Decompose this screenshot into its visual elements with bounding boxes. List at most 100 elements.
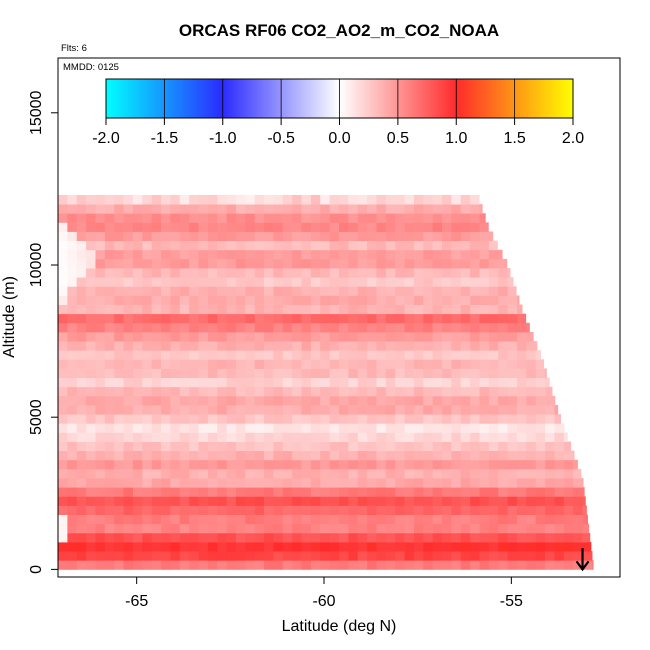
heatmap-cell — [161, 341, 171, 351]
heatmap-cell — [413, 304, 424, 315]
heatmap-cell — [151, 295, 162, 305]
heatmap-cell — [516, 514, 527, 525]
heatmap-cell — [226, 551, 237, 561]
heatmap-cell — [207, 395, 218, 406]
heatmap-cell — [339, 377, 349, 388]
heatmap-cell — [170, 459, 181, 470]
heatmap-cell — [376, 240, 387, 251]
heatmap-cell — [348, 395, 359, 406]
heatmap-cell — [179, 231, 190, 242]
heatmap-cell — [376, 551, 387, 561]
heatmap-cell — [320, 204, 331, 214]
heatmap-cell — [460, 405, 471, 415]
heatmap-cell — [142, 496, 153, 506]
heatmap-cell — [104, 377, 115, 388]
heatmap-cell — [376, 295, 387, 305]
heatmap-cell — [226, 322, 237, 333]
heatmap-cell — [114, 423, 124, 433]
heatmap-cell — [198, 322, 209, 333]
heatmap-cell — [264, 258, 274, 269]
heatmap-cell — [95, 359, 106, 369]
heatmap-cell — [179, 478, 190, 488]
heatmap-cell — [95, 341, 106, 351]
heatmap-cell — [123, 350, 134, 360]
heatmap-cell — [563, 478, 574, 488]
heatmap-cell — [488, 268, 499, 278]
heatmap-cell — [367, 249, 377, 260]
heatmap-cell — [554, 468, 565, 479]
heatmap-cell — [254, 478, 265, 488]
heatmap-cell — [273, 441, 284, 452]
heatmap-cell — [498, 295, 508, 305]
heatmap-cell — [301, 240, 312, 251]
heatmap-cell — [535, 423, 546, 433]
heatmap-cell — [198, 405, 209, 415]
heatmap-cell — [376, 414, 387, 424]
heatmap-cell — [339, 405, 349, 415]
heatmap-cell — [142, 459, 153, 470]
heatmap-cell — [76, 478, 87, 488]
heatmap-cell — [423, 322, 434, 333]
heatmap-cell — [488, 359, 499, 369]
heatmap-cell — [442, 213, 452, 223]
heatmap-cell — [189, 295, 199, 305]
heatmap-cell — [432, 377, 443, 388]
heatmap-cell — [282, 295, 293, 305]
heatmap-cell — [301, 386, 312, 397]
heatmap-cell — [254, 286, 265, 296]
heatmap-cell — [413, 359, 424, 369]
heatmap-cell — [114, 441, 124, 452]
heatmap-cell — [432, 240, 443, 251]
heatmap-cell — [292, 277, 302, 287]
heatmap-cell — [254, 213, 265, 223]
heatmap-cell — [104, 204, 115, 214]
heatmap-cell — [170, 523, 181, 534]
heatmap-cell — [86, 322, 96, 333]
heatmap-cell — [348, 468, 359, 479]
heatmap-cell — [189, 377, 199, 388]
heatmap-cell — [217, 487, 227, 497]
heatmap-cell — [273, 268, 284, 278]
heatmap-cell — [245, 341, 256, 351]
heatmap-cell — [479, 213, 486, 223]
heatmap-cell — [451, 541, 462, 552]
heatmap-cell — [413, 204, 424, 214]
heatmap-cell — [423, 505, 434, 515]
heatmap-cell — [376, 222, 387, 232]
heatmap-cell — [498, 468, 508, 479]
heatmap-cell — [348, 523, 359, 534]
heatmap-cell — [179, 295, 190, 305]
heatmap-cell — [507, 478, 518, 488]
heatmap-cell — [292, 405, 302, 415]
heatmap-cell — [86, 405, 96, 415]
heatmap-cell — [460, 377, 471, 388]
heatmap-cell — [151, 213, 162, 223]
heatmap-cell — [67, 450, 78, 461]
heatmap-cell — [114, 560, 124, 570]
heatmap-cell — [348, 478, 359, 488]
heatmap-cell — [376, 350, 387, 360]
colorbar-tick-label: 1.5 — [504, 130, 526, 147]
heatmap-cell — [58, 532, 68, 543]
heatmap-cell — [320, 450, 331, 461]
heatmap-cell — [292, 368, 302, 379]
heatmap-cell — [413, 240, 424, 251]
heatmap-cell — [339, 487, 349, 497]
heatmap-cell — [86, 231, 96, 242]
heatmap-cell — [442, 377, 452, 388]
heatmap-cell — [470, 468, 480, 479]
heatmap-cell — [226, 487, 237, 497]
heatmap-cell — [470, 249, 480, 260]
heatmap-cell — [554, 560, 565, 570]
heatmap-cell — [189, 194, 199, 205]
heatmap-cell — [535, 459, 546, 470]
heatmap-cell — [292, 331, 302, 342]
heatmap-cell — [404, 194, 415, 205]
heatmap-cell — [451, 459, 462, 470]
heatmap-cell — [376, 322, 387, 333]
heatmap-cell — [404, 204, 415, 214]
heatmap-cell — [516, 377, 527, 388]
heatmap-cell — [282, 414, 293, 424]
heatmap-cell — [292, 341, 302, 351]
